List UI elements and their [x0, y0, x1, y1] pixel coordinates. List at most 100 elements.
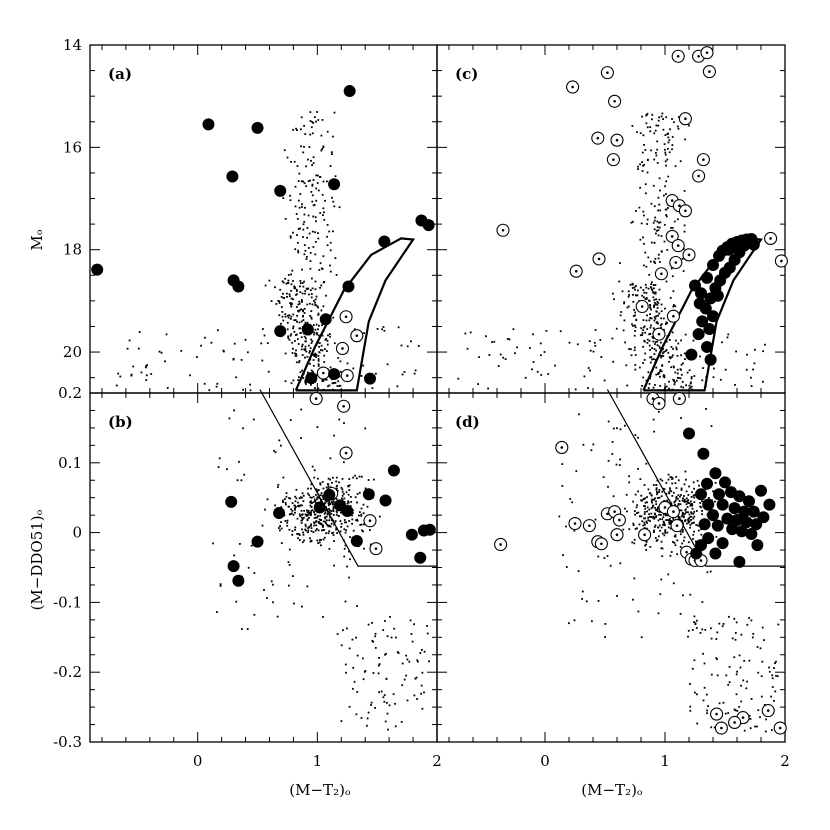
field-star-dot [313, 333, 315, 336]
field-star-dot [514, 352, 516, 355]
field-star-dot [226, 468, 228, 471]
field-star-dot [343, 497, 346, 500]
field-star-dot [359, 524, 362, 526]
field-star-dot [690, 376, 693, 378]
field-star-dot [317, 232, 319, 234]
field-star-dot [292, 575, 294, 577]
field-star-dot [343, 555, 346, 558]
field-star-dot [607, 460, 610, 462]
field-star-dot [297, 180, 300, 182]
y-tick-label: 18 [63, 241, 82, 259]
field-star-dot [330, 522, 333, 525]
field-star-dot [340, 644, 343, 647]
field-star-dot [322, 214, 324, 216]
field-star-dot [665, 385, 668, 388]
field-star-dot [307, 531, 309, 534]
field-star-dot [680, 373, 683, 376]
field-star-dot [568, 622, 570, 625]
field-star-dot [631, 283, 634, 286]
field-star-dot [735, 673, 738, 676]
field-star-dot [644, 511, 646, 513]
field-star-dot [671, 144, 674, 146]
field-star-dot [292, 231, 294, 234]
field-star-dot [745, 368, 748, 371]
field-star-dot [691, 491, 693, 494]
field-star-dot [200, 344, 202, 347]
field-star-dot [652, 358, 655, 360]
field-star-dot [370, 701, 373, 704]
filled-point [702, 498, 715, 511]
field-star-dot [264, 284, 267, 287]
field-star-dot [612, 427, 615, 430]
field-star-dot [303, 145, 305, 148]
field-star-dot [204, 336, 206, 339]
field-star-dot [309, 350, 311, 352]
field-star-dot [746, 680, 748, 683]
field-star-dot [306, 371, 309, 374]
field-star-dot [684, 519, 687, 522]
field-star-dot [677, 377, 680, 379]
field-star-dot [590, 449, 593, 452]
open-circle-center [499, 543, 502, 546]
field-star-dot [624, 424, 626, 427]
field-star-dot [276, 615, 279, 618]
field-star-dot [297, 310, 300, 313]
field-star-dot [646, 338, 649, 341]
field-star-dot [274, 504, 276, 507]
field-star-dot [583, 375, 586, 378]
field-star-dot [310, 514, 312, 517]
field-star-dot [683, 495, 685, 497]
field-star-dot [639, 478, 642, 480]
field-star-dot [633, 542, 636, 545]
field-star-dot [656, 304, 659, 306]
x-tick-label: 0 [193, 752, 203, 770]
field-star-dot [691, 667, 694, 670]
field-star-dot [642, 164, 644, 167]
field-star-dot [309, 537, 311, 540]
field-star-dot [645, 265, 648, 268]
field-star-dot [624, 507, 626, 510]
field-star-dot [646, 328, 649, 330]
field-star-dot [775, 660, 777, 663]
field-star-dot [690, 515, 693, 518]
field-star-dot [303, 312, 306, 314]
field-star-dot [653, 292, 656, 295]
field-star-dot [681, 512, 684, 514]
field-star-dot [305, 350, 308, 353]
field-star-dot [710, 673, 713, 676]
field-star-dot [295, 354, 298, 357]
field-star-dot [673, 542, 676, 544]
panel-letter-label: (a) [108, 65, 132, 83]
field-star-dot [673, 501, 676, 504]
field-star-dot [310, 540, 313, 542]
open-circle-center [708, 70, 711, 73]
field-star-dot [310, 383, 312, 386]
field-star-dot [594, 329, 597, 331]
field-star-dot [691, 629, 694, 631]
open-circle-point [678, 204, 692, 218]
field-star-dot [660, 495, 663, 498]
field-star-dot [682, 594, 684, 597]
field-star-dot [294, 352, 296, 355]
field-star-dot [235, 376, 238, 379]
field-star-dot [329, 335, 331, 338]
field-star-dot [652, 484, 655, 486]
field-star-dot [631, 287, 634, 289]
field-star-dot [705, 408, 707, 410]
field-star-dot [619, 314, 622, 317]
field-star-dot [672, 365, 675, 368]
field-star-dot [668, 151, 671, 154]
field-star-dot [581, 598, 583, 600]
field-star-dot [355, 519, 357, 522]
field-star-dot [692, 339, 695, 342]
field-star-dot [644, 149, 647, 151]
field-star-dot [634, 513, 636, 516]
open-circle-point [350, 329, 364, 343]
field-star-dot [649, 126, 652, 128]
field-star-dot [329, 241, 332, 244]
field-star-dot [643, 359, 646, 361]
x-tick-label: 0 [540, 752, 550, 770]
field-star-dot [457, 377, 460, 380]
field-star-dot [417, 660, 419, 663]
field-star-dot [663, 328, 665, 331]
